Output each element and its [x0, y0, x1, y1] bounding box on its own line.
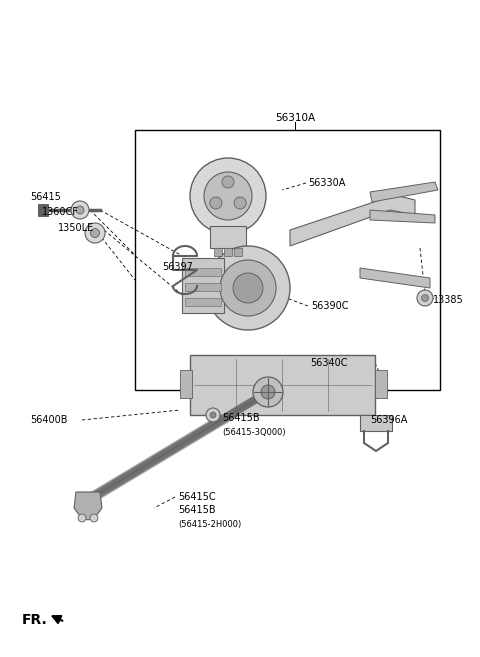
Text: 56310A: 56310A	[275, 113, 315, 123]
Circle shape	[206, 408, 220, 422]
Circle shape	[234, 197, 246, 209]
Circle shape	[76, 206, 84, 214]
Bar	[375, 370, 387, 398]
Bar	[214, 248, 222, 256]
Bar	[234, 248, 242, 256]
Text: 56400B: 56400B	[30, 415, 68, 425]
Text: 56415: 56415	[30, 192, 61, 202]
Bar	[135, 130, 440, 390]
Polygon shape	[360, 268, 430, 288]
Circle shape	[210, 412, 216, 418]
Polygon shape	[290, 195, 415, 246]
Circle shape	[253, 377, 283, 407]
Text: 56415B: 56415B	[178, 505, 216, 515]
Text: 1350LE: 1350LE	[58, 223, 94, 233]
Text: 56397: 56397	[162, 262, 193, 272]
Circle shape	[261, 385, 275, 399]
Circle shape	[78, 514, 86, 522]
Text: 56415C: 56415C	[178, 492, 216, 502]
Bar	[210, 226, 246, 248]
Text: FR.: FR.	[22, 613, 48, 627]
Text: 56330A: 56330A	[308, 178, 346, 188]
Bar	[185, 298, 221, 306]
Bar	[185, 268, 221, 276]
Text: 56390C: 56390C	[311, 301, 348, 311]
Circle shape	[91, 229, 99, 237]
Circle shape	[90, 514, 98, 522]
Text: (56415-2H000): (56415-2H000)	[178, 520, 241, 528]
Circle shape	[190, 158, 266, 234]
Polygon shape	[74, 492, 102, 520]
Circle shape	[220, 260, 276, 316]
Bar	[38, 204, 48, 216]
Text: 56415B: 56415B	[222, 413, 260, 423]
Text: 56396A: 56396A	[370, 415, 408, 425]
Text: 13385: 13385	[433, 295, 464, 305]
Text: 1360CF: 1360CF	[42, 207, 79, 217]
Circle shape	[206, 246, 290, 330]
Circle shape	[417, 290, 433, 306]
Bar	[185, 283, 221, 291]
Text: 56340C: 56340C	[310, 358, 348, 368]
Bar	[190, 355, 375, 415]
Bar	[224, 248, 232, 256]
Polygon shape	[370, 182, 438, 202]
Circle shape	[204, 172, 252, 220]
Circle shape	[233, 273, 263, 303]
Text: (56415-3Q000): (56415-3Q000)	[222, 428, 286, 436]
Circle shape	[85, 223, 105, 243]
Circle shape	[210, 197, 222, 209]
Circle shape	[421, 294, 429, 302]
Polygon shape	[370, 210, 435, 223]
Bar	[180, 370, 192, 398]
Circle shape	[222, 176, 234, 188]
Bar	[360, 415, 392, 431]
Circle shape	[71, 201, 89, 219]
Bar	[182, 258, 224, 313]
